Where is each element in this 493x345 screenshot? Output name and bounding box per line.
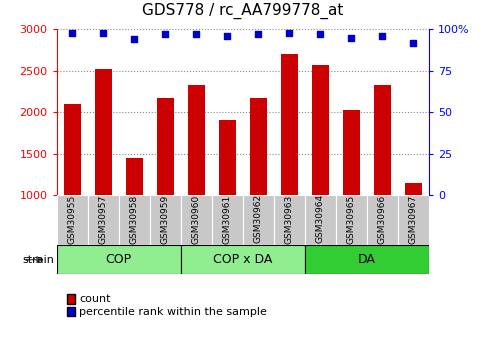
Text: GSM30963: GSM30963 [285,194,294,244]
Bar [119,195,150,245]
Text: GSM30958: GSM30958 [130,194,139,244]
Text: GSM30960: GSM30960 [192,194,201,244]
Bar [95,69,112,195]
Bar [88,195,119,245]
Text: GSM30967: GSM30967 [409,194,418,244]
Bar [181,195,212,245]
Bar [405,183,422,195]
Text: GDS778 / rc_AA799778_at: GDS778 / rc_AA799778_at [142,3,344,19]
Text: GSM30966: GSM30966 [378,194,387,244]
Bar [312,65,329,195]
Bar [57,195,88,245]
Bar [274,195,305,245]
Bar [343,110,360,195]
Bar [398,195,429,245]
Text: GSM30955: GSM30955 [68,194,77,244]
Text: count: count [79,294,110,304]
Point [99,30,107,36]
Bar [336,195,367,245]
Bar [305,245,429,274]
Bar [181,245,305,274]
Bar [374,85,391,195]
Point [348,35,355,40]
Bar [126,158,143,195]
Bar [281,54,298,195]
Point [285,30,293,36]
Bar [212,195,243,245]
Text: percentile rank within the sample: percentile rank within the sample [79,307,267,316]
Text: GSM30964: GSM30964 [316,194,325,244]
Point [161,31,169,37]
Point [410,40,418,45]
Text: COP: COP [106,253,132,266]
Bar [243,195,274,245]
Text: GSM30959: GSM30959 [161,194,170,244]
Text: GSM30961: GSM30961 [223,194,232,244]
Point [223,33,231,39]
Point [254,31,262,37]
Text: DA: DA [358,253,376,266]
Bar [250,98,267,195]
Bar [150,195,181,245]
Point [130,37,138,42]
Text: COP x DA: COP x DA [213,253,273,266]
Bar [305,195,336,245]
Bar [367,195,398,245]
Point [317,31,324,37]
Bar [64,104,81,195]
Point [379,33,387,39]
Bar [188,85,205,195]
Text: GSM30962: GSM30962 [254,194,263,244]
Text: strain: strain [22,255,54,265]
Point [192,31,200,37]
Text: GSM30957: GSM30957 [99,194,108,244]
Bar [219,120,236,195]
Bar [57,245,181,274]
Point [68,30,76,36]
Bar [157,98,174,195]
Text: GSM30965: GSM30965 [347,194,356,244]
